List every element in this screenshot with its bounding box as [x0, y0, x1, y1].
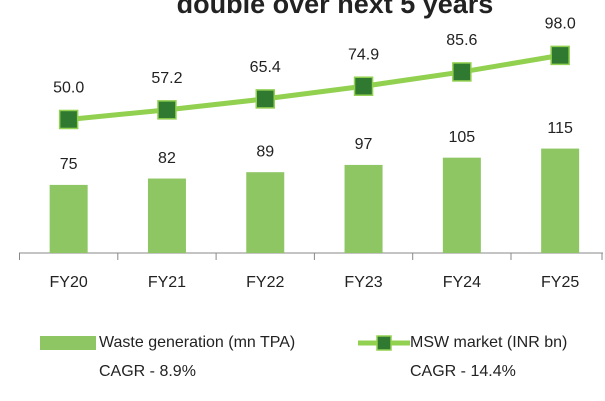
data-label: 74.9	[348, 46, 379, 63]
legend-label: Waste generation (mn TPA)	[99, 334, 295, 351]
chart-title: double over next 5 years	[177, 0, 494, 19]
marker	[58, 109, 79, 130]
data-label: 75	[60, 156, 78, 173]
x-tick-label: FY21	[148, 274, 186, 291]
data-label: 82	[158, 150, 176, 167]
data-label: 98.0	[545, 16, 576, 33]
bar	[442, 157, 481, 253]
data-label: 50.0	[53, 80, 84, 97]
data-label: 97	[355, 136, 373, 153]
x-tick-label: FY24	[443, 274, 481, 291]
data-label: 105	[448, 129, 475, 146]
x-tick-label: FY23	[344, 274, 382, 291]
legend-note: CAGR - 14.4%	[410, 363, 516, 380]
marker	[255, 89, 275, 109]
bar	[246, 172, 285, 253]
data-label: 89	[256, 143, 274, 160]
data-label: 115	[547, 120, 573, 137]
legend-swatch	[40, 336, 96, 350]
x-tick-label: FY20	[50, 274, 88, 291]
legend-note: CAGR - 8.9%	[99, 363, 196, 380]
data-label: 57.2	[151, 70, 182, 87]
x-tick-label: FY25	[541, 274, 579, 291]
data-label: 65.4	[250, 59, 281, 76]
marker	[157, 100, 177, 120]
marker	[353, 76, 374, 96]
legend-marker	[376, 335, 392, 351]
bar	[344, 164, 383, 253]
bar	[49, 184, 88, 253]
marker	[452, 62, 472, 82]
marker	[550, 45, 570, 66]
bar	[541, 148, 580, 253]
line	[68, 52, 561, 122]
x-tick-label: FY22	[246, 274, 284, 291]
bar	[147, 178, 186, 253]
data-label: 85.6	[446, 32, 477, 49]
legend-label: MSW market (INR bn)	[410, 334, 567, 351]
